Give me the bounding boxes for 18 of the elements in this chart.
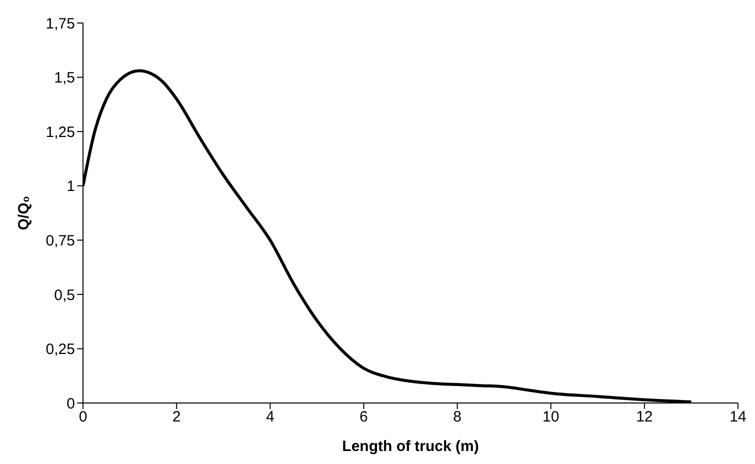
x-tick-label: 14 [730, 408, 746, 426]
x-tick-label: 6 [360, 408, 368, 426]
x-tick-label: 8 [453, 408, 462, 426]
y-tick-label: 0,75 [46, 232, 75, 250]
y-tick-label: 1,25 [46, 124, 75, 141]
x-tick-label: 12 [636, 408, 653, 426]
x-tick-label: 0 [78, 408, 88, 426]
x-tick-label: 2 [172, 408, 181, 426]
x-axis-title: Length of truck (m) [342, 438, 479, 455]
y-axis-title: Q/Q₀ [15, 196, 32, 230]
y-tick-label: 1,75 [46, 15, 75, 32]
y-tick-label: 0,25 [46, 341, 75, 358]
x-tick-label: 4 [266, 408, 274, 426]
x-tick-label: 10 [542, 408, 560, 426]
y-tick-label: 0 [66, 395, 75, 412]
y-tick-label: 1 [66, 178, 75, 196]
y-tick-label: 0,5 [54, 286, 75, 304]
y-tick-label: 1,5 [54, 70, 75, 87]
